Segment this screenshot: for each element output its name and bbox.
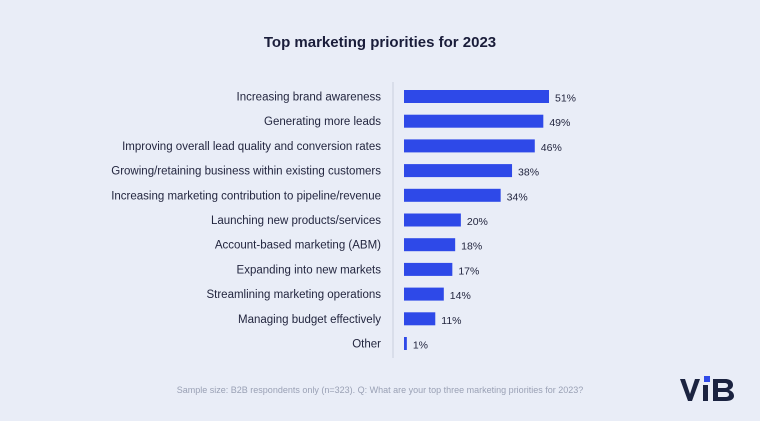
value-label: 20% (467, 216, 488, 228)
category-label: Expanding into new markets (237, 264, 382, 276)
value-label: 46% (541, 142, 562, 154)
bar (404, 90, 549, 103)
value-label: 17% (458, 265, 479, 277)
bars-group: Increasing brand awareness 51% Generating … (111, 90, 576, 352)
category-label: Growing/retaining business within existi… (111, 166, 381, 178)
bar (404, 262, 453, 276)
category-label: Launching new products/services (211, 215, 381, 227)
category-label: Generating more leads (264, 116, 381, 128)
bar (404, 287, 444, 301)
vib-logo-mark (680, 376, 734, 401)
footnote: Sample size: B2B respondents only (n=323… (176, 385, 584, 395)
value-label: 14% (450, 290, 471, 302)
chart-title: Top marketing priorities for 2023 (263, 34, 497, 51)
value-label: 38% (518, 167, 539, 179)
category-label: Improving overall lead quality and conve… (122, 141, 381, 153)
bar (404, 114, 544, 128)
value-label: 18% (461, 241, 482, 253)
value-label: 1% (413, 340, 428, 352)
category-label: Other (352, 339, 381, 351)
vib-logo (678, 373, 742, 414)
bar (404, 139, 535, 153)
bar (404, 238, 456, 252)
bar (404, 312, 436, 326)
bar (404, 188, 501, 202)
bar (404, 164, 513, 178)
value-label: 11% (441, 315, 461, 327)
category-label: Streamlining marketing operations (206, 289, 381, 301)
category-label: Account-based marketing (ABM) (215, 240, 381, 252)
category-label: Managing budget effectively (238, 314, 381, 326)
category-label: Increasing marketing contribution to pip… (111, 190, 381, 202)
value-label: 49% (549, 117, 570, 129)
value-label: 51% (555, 93, 576, 105)
category-label: Increasing brand awareness (237, 92, 382, 104)
bar (404, 213, 461, 227)
value-label: 34% (507, 191, 528, 203)
bar (404, 337, 407, 350)
